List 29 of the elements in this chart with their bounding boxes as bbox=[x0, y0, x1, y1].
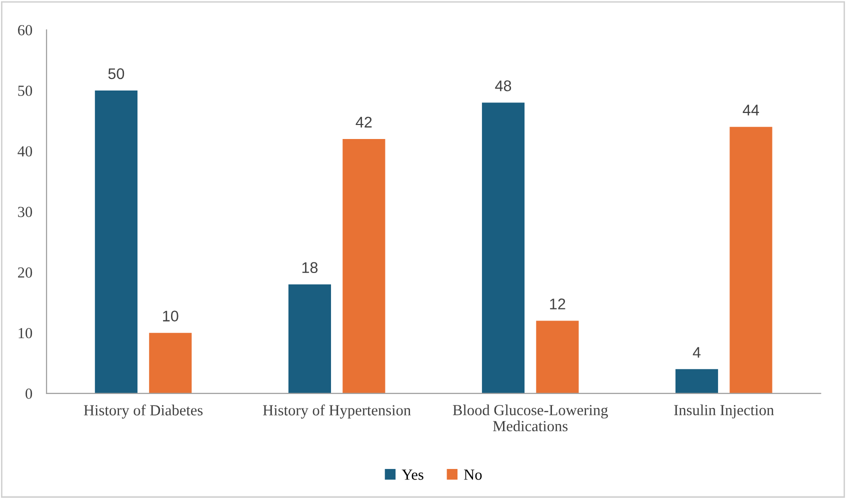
data-label: 12 bbox=[550, 298, 566, 310]
y-tick-label: 60 bbox=[18, 25, 32, 36]
bar bbox=[342, 138, 386, 394]
bar bbox=[730, 126, 772, 394]
data-label: 42 bbox=[356, 116, 372, 128]
bar bbox=[536, 320, 579, 394]
data-label: 18 bbox=[302, 262, 318, 274]
x-tick-label: Blood Glucose-Lowering Medications bbox=[452, 404, 608, 432]
bar bbox=[675, 369, 718, 394]
bar bbox=[149, 332, 192, 394]
y-tick-label: 30 bbox=[18, 206, 32, 218]
bar bbox=[94, 90, 138, 394]
x-tick-label: History of Diabetes bbox=[84, 404, 203, 419]
data-label: 44 bbox=[742, 104, 759, 116]
legend-label: No bbox=[464, 470, 482, 480]
data-label: 4 bbox=[692, 347, 701, 358]
y-tick-label: 10 bbox=[18, 328, 32, 338]
x-tick-label: History of Hypertension bbox=[262, 404, 411, 419]
legend-label: Yes bbox=[402, 470, 424, 480]
x-tick-label: Insulin Injection bbox=[674, 404, 774, 418]
y-tick-label: 50 bbox=[18, 86, 32, 96]
data-label: 48 bbox=[495, 80, 512, 92]
data-label: 10 bbox=[163, 310, 178, 322]
y-tick-label: 0 bbox=[26, 388, 32, 399]
data-label: 50 bbox=[108, 68, 124, 80]
bar bbox=[288, 284, 332, 394]
y-tick-label: 20 bbox=[18, 267, 32, 278]
bar bbox=[482, 102, 525, 394]
y-tick-label: 40 bbox=[18, 146, 32, 157]
